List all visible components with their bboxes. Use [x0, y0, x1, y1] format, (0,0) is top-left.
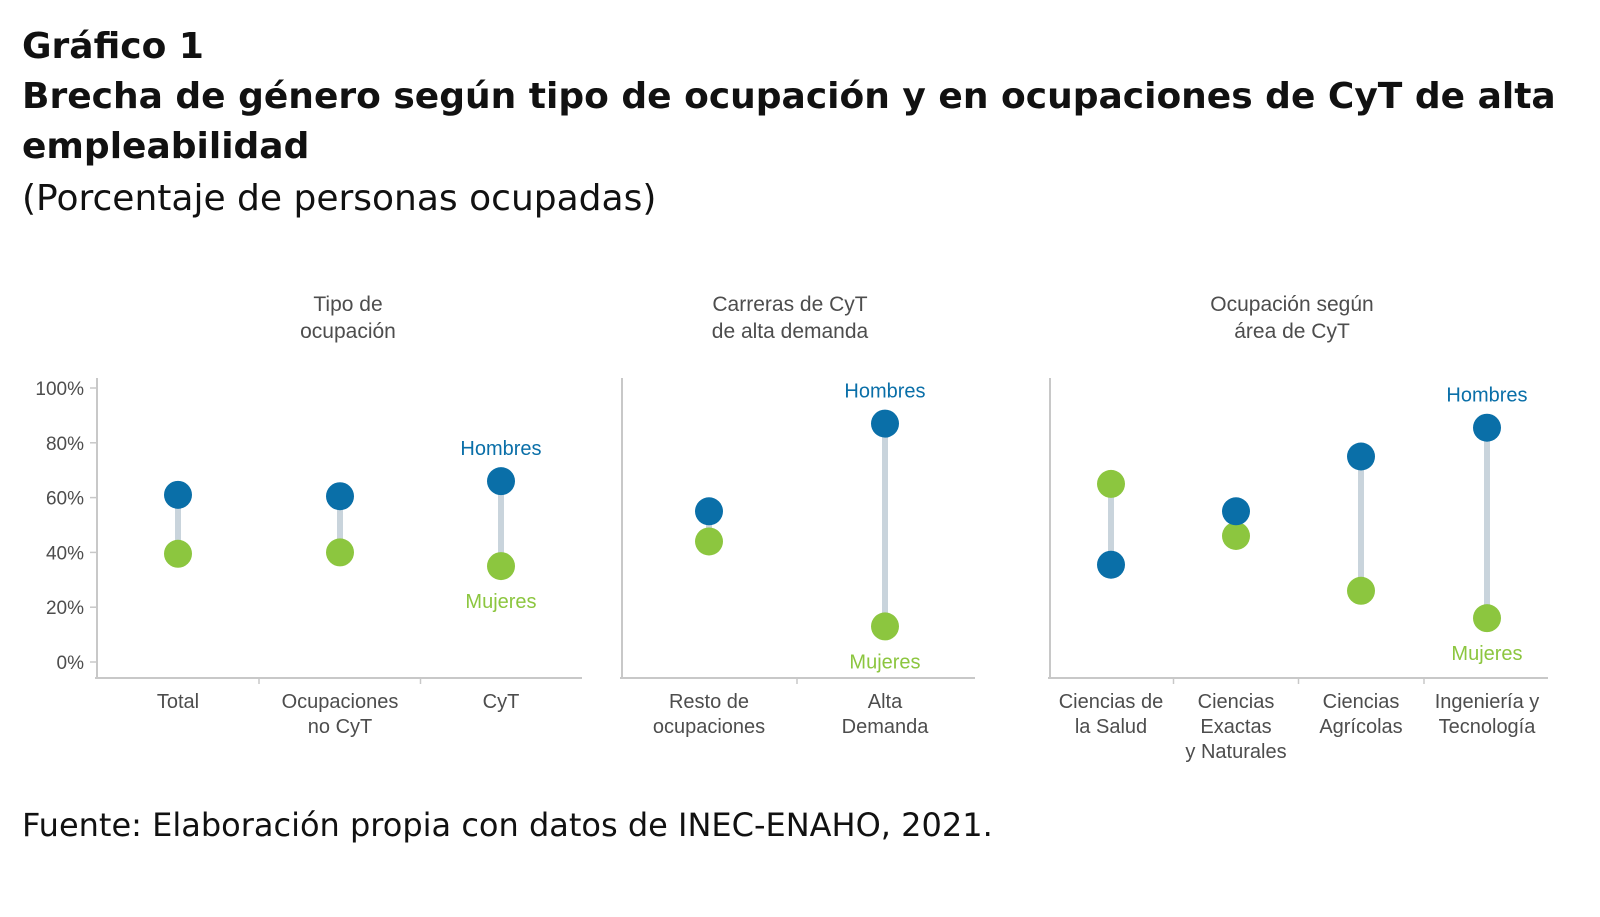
- mujeres-annotation: Mujeres: [849, 651, 920, 673]
- x-category-label: Alta: [868, 691, 903, 713]
- mujeres-annotation: Mujeres: [1451, 643, 1522, 665]
- y-tick-label: 20%: [46, 598, 84, 619]
- hombres-point: [487, 467, 515, 496]
- hombres-point: [1222, 497, 1250, 526]
- x-category-label: ocupaciones: [653, 716, 765, 738]
- panel-title: ocupación: [300, 320, 396, 343]
- source-note: Fuente: Elaboración propia con datos de …: [22, 806, 993, 844]
- y-tick-label: 80%: [46, 434, 84, 455]
- mujeres-point: [871, 612, 899, 641]
- panel-title: Carreras de CyT: [712, 293, 867, 316]
- chart-title: Brecha de género según tipo de ocupación…: [22, 76, 1556, 167]
- x-category-label: Resto de: [669, 691, 749, 713]
- x-category-label: Tecnología: [1439, 716, 1537, 738]
- chart-heading: Gráfico 1 Brecha de género según tipo de…: [22, 22, 1562, 224]
- panel-title: Tipo de: [313, 293, 382, 316]
- x-category-label: Ocupaciones: [282, 691, 399, 713]
- mujeres-point: [695, 527, 723, 556]
- hombres-point: [164, 480, 192, 509]
- x-category-label: Demanda: [842, 716, 930, 738]
- hombres-point: [1347, 442, 1375, 471]
- hombres-point: [326, 482, 354, 511]
- hombres-point: [695, 497, 723, 526]
- hombres-annotation: Hombres: [460, 438, 541, 460]
- x-category-label: Total: [157, 691, 199, 713]
- x-category-label: Ingeniería y: [1435, 691, 1540, 713]
- mujeres-point: [1097, 469, 1125, 498]
- hombres-point: [1097, 550, 1125, 579]
- mujeres-point: [1473, 604, 1501, 633]
- x-category-label: y Naturales: [1185, 741, 1286, 763]
- y-tick-label: 0%: [57, 653, 85, 674]
- chart-subtitle: (Porcentaje de personas ocupadas): [22, 178, 657, 219]
- mujeres-point: [1347, 576, 1375, 605]
- x-category-label: Ciencias: [1198, 691, 1275, 713]
- x-category-label: CyT: [483, 691, 520, 713]
- x-category-label: Agrícolas: [1319, 716, 1402, 738]
- dumbbell-chart: 100% 80% 60% 40% 20% 0% Tipo de ocupación Total O…: [35, 293, 1548, 763]
- y-tick-label: 60%: [46, 489, 84, 510]
- x-category-label: Exactas: [1200, 716, 1271, 738]
- hombres-point: [871, 409, 899, 438]
- hombres-annotation: Hombres: [844, 381, 925, 403]
- mujeres-annotation: Mujeres: [465, 591, 536, 613]
- panel-title: área de CyT: [1234, 320, 1350, 343]
- mujeres-point: [164, 539, 192, 568]
- mujeres-point: [487, 552, 515, 581]
- panel-title: de alta demanda: [712, 320, 869, 343]
- x-category-label: Ciencias: [1323, 691, 1400, 713]
- panel-title: Ocupación según: [1210, 293, 1373, 316]
- x-category-label: la Salud: [1075, 716, 1147, 738]
- y-tick-label: 100%: [35, 379, 84, 400]
- x-category-label: no CyT: [308, 716, 372, 738]
- mujeres-point: [1222, 521, 1250, 550]
- hombres-point: [1473, 413, 1501, 442]
- x-category-label: Ciencias de: [1059, 691, 1164, 713]
- figure-label: Gráfico 1: [22, 26, 204, 67]
- y-tick-label: 40%: [46, 543, 84, 564]
- hombres-annotation: Hombres: [1446, 385, 1527, 407]
- mujeres-point: [326, 538, 354, 567]
